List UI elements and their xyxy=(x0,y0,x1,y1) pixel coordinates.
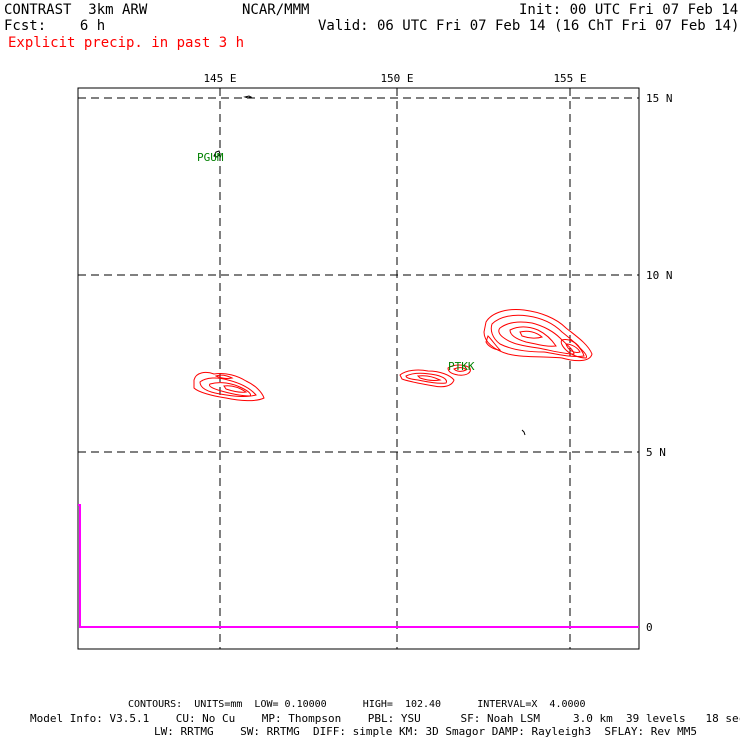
model-title: CONTRAST 3km ARW xyxy=(4,2,148,18)
island-east xyxy=(521,429,526,436)
lon-label-150: 150 E xyxy=(380,72,413,85)
field-title: Explicit precip. in past 3 h xyxy=(8,35,245,51)
lat-label-5: 5 N xyxy=(646,446,666,459)
precip-contours-west xyxy=(193,371,265,402)
lon-label-155: 155 E xyxy=(553,72,586,85)
map-frame xyxy=(77,87,640,650)
organization: NCAR/MMM xyxy=(242,2,310,18)
lon-label-145: 145 E xyxy=(203,72,236,85)
station-label-ptkk: PTKK xyxy=(448,360,475,373)
precip-contours-east xyxy=(483,309,593,362)
island-guam xyxy=(213,150,221,158)
station-label-pgum: PGUM xyxy=(197,151,224,164)
model-info-line-1: Model Info: V3.5.1 CU: No Cu MP: Thompso… xyxy=(30,712,740,725)
valid-time: Valid: 06 UTC Fri 07 Feb 14 (16 ChT Fri … xyxy=(318,18,740,34)
precip-contours-central xyxy=(399,364,471,388)
lat-label-15: 15 N xyxy=(646,92,673,105)
contour-info: CONTOURS: UNITS=mm LOW= 0.10000 HIGH= 10… xyxy=(128,699,586,710)
magenta-strip-line xyxy=(78,504,639,628)
lat-label-10: 10 N xyxy=(646,269,673,282)
init-time: Init: 00 UTC Fri 07 Feb 14 xyxy=(519,2,739,18)
strip-zero-label: 0 xyxy=(646,621,653,634)
model-info-line-2: LW: RRTMG SW: RRTMG DIFF: simple KM: 3D … xyxy=(154,725,698,738)
island-north xyxy=(243,95,253,99)
forecast-hour: Fcst: 6 h xyxy=(4,18,106,34)
